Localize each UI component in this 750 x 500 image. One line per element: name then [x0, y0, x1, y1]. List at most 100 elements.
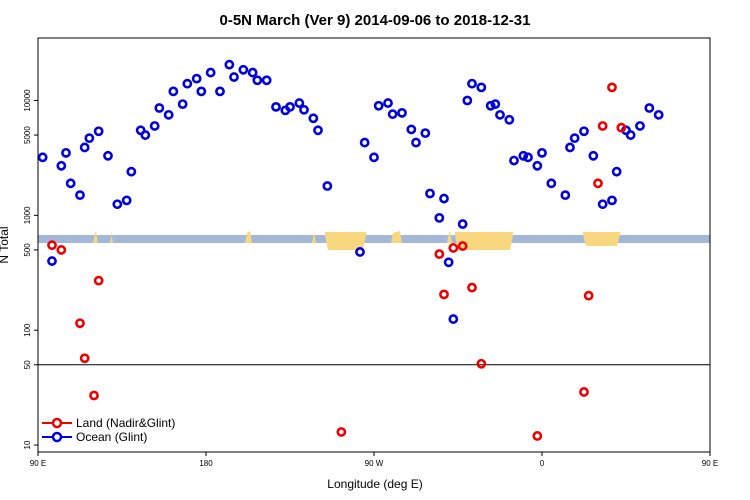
ocean-point [149, 121, 160, 131]
land-point [434, 249, 445, 259]
chart-title: 0-5N March (Ver 9) 2014-09-06 to 2018-12… [219, 12, 530, 29]
y-tick-label: 10000 [23, 89, 32, 112]
ocean-point [537, 147, 547, 158]
ocean-point [523, 152, 533, 163]
ocean-point [546, 178, 557, 189]
ocean-point [61, 147, 71, 158]
y-tick-label: 1000 [23, 206, 32, 224]
land-point [532, 431, 543, 441]
ocean-point [434, 213, 445, 223]
ocean-point [322, 181, 333, 191]
ocean-point [191, 73, 202, 84]
ocean-point [168, 86, 179, 97]
ocean-point [121, 195, 132, 206]
y-tick-label: 50 [23, 360, 32, 369]
ocean-point [252, 75, 263, 86]
ocean-point [611, 166, 622, 177]
ocean-point [635, 121, 645, 131]
ocean-point [154, 103, 165, 113]
x-tick-label: 90 E [702, 459, 718, 468]
ocean-point [126, 166, 137, 177]
land-segment [455, 232, 513, 235]
land-segment [312, 231, 316, 243]
ocean-point [140, 130, 151, 140]
ocean-point [215, 86, 225, 97]
land-point [583, 290, 594, 301]
plot-frame [37, 37, 711, 453]
ocean-series [37, 59, 664, 324]
ocean-point [462, 95, 473, 106]
ocean-point [373, 100, 384, 111]
x-tick-label: 90 E [30, 459, 46, 468]
land-ocean-band [38, 231, 710, 250]
land-point [56, 245, 67, 255]
y-tick-label: 500 [23, 243, 32, 257]
ocean-point [625, 130, 636, 140]
y-axis-label: N Total [0, 226, 11, 263]
legend-marker-land [51, 417, 63, 429]
ocean-point [271, 101, 281, 112]
legend-label-ocean: Ocean (Glint) [76, 430, 147, 444]
ocean-point [485, 100, 496, 111]
ocean-point [560, 190, 571, 201]
land-segment [455, 235, 513, 250]
ocean-point [103, 150, 113, 161]
land-segment [325, 232, 366, 235]
ocean-point [65, 178, 76, 189]
y-tick-label: 10 [23, 440, 32, 449]
ocean-point [448, 314, 459, 324]
ocean-point [588, 150, 599, 161]
ocean-point [490, 99, 501, 110]
land-segment [583, 232, 620, 235]
land-point [616, 122, 627, 133]
ocean-point [285, 101, 295, 112]
land-point [593, 178, 603, 189]
ocean-point [112, 199, 123, 210]
ocean-point [383, 98, 393, 108]
x-tick-label: 0 [540, 459, 545, 468]
ocean-point [261, 75, 272, 86]
ocean-point [467, 78, 477, 89]
land-point [579, 387, 589, 397]
land-point [336, 427, 347, 437]
land-point [476, 358, 487, 369]
ocean-point [313, 125, 323, 136]
ocean-point [518, 150, 529, 161]
land-point [93, 275, 104, 286]
land-point [607, 82, 617, 93]
ocean-point [163, 109, 174, 120]
y-tick-label: 100 [23, 323, 32, 337]
ocean-point [495, 109, 505, 120]
ocean-point [56, 160, 67, 171]
ocean-point [532, 160, 543, 171]
ocean-point [308, 113, 319, 124]
legend-label-land: Land (Nadir&Glint) [76, 416, 175, 430]
ocean-point [579, 126, 589, 137]
land-segment [583, 235, 620, 246]
ocean-point [355, 247, 365, 257]
legend: Land (Nadir&Glint) Ocean (Glint) [42, 416, 175, 444]
ocean-point [84, 133, 95, 144]
ocean-point [205, 67, 216, 78]
ocean-point [196, 86, 207, 97]
land-segment [93, 231, 98, 243]
land-segment [245, 231, 252, 243]
land-point [467, 282, 477, 293]
ocean-point [476, 82, 487, 93]
y-tick-label: 5000 [23, 126, 32, 144]
ocean-point [565, 142, 575, 153]
axis-ticks: 90 E 180 90 W 0 90 E 10 50 100 500 1000 5000 10000 [23, 89, 718, 468]
ocean-point [443, 257, 454, 268]
ocean-point [93, 126, 104, 137]
land-point [47, 240, 57, 251]
land-point [89, 390, 99, 401]
ocean-point [569, 133, 580, 144]
ocean-point [504, 114, 515, 125]
land-point [597, 121, 608, 131]
ocean-point [229, 72, 239, 82]
land-segment [391, 231, 402, 243]
ocean-point [653, 109, 664, 120]
land-point [75, 318, 85, 329]
ocean-point [79, 142, 90, 153]
